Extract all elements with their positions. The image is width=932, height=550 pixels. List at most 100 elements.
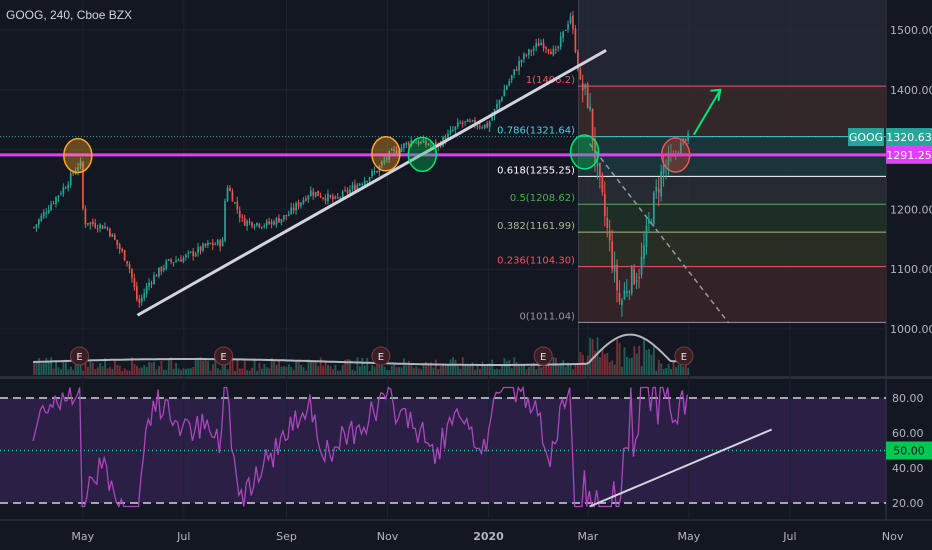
candle-body xyxy=(319,195,322,198)
green-highlight-circle[interactable] xyxy=(569,134,600,170)
volume-bar xyxy=(464,364,467,375)
candle-body xyxy=(630,266,633,294)
candle-body xyxy=(456,122,459,127)
orange-highlight-circle[interactable] xyxy=(371,136,401,172)
earnings-marker[interactable] xyxy=(674,346,694,366)
last-price-tag-label: 1320.63 xyxy=(886,131,932,144)
target-arrow-head xyxy=(710,88,722,101)
candle-body xyxy=(214,244,217,246)
volume-bar xyxy=(167,358,170,375)
pane-separator[interactable] xyxy=(0,376,932,379)
green-highlight-circle[interactable] xyxy=(407,136,438,173)
candle-body xyxy=(224,200,226,241)
rsi-value-tag-label: 50.00 xyxy=(893,445,925,458)
volume-bar xyxy=(251,367,254,375)
volume-bar xyxy=(679,363,682,375)
earnings-marker[interactable] xyxy=(69,346,89,366)
earnings-marker[interactable] xyxy=(533,346,553,366)
volume-bar xyxy=(273,361,276,375)
volume-bar xyxy=(319,357,322,375)
volume-bar xyxy=(287,364,290,375)
volume-bar xyxy=(366,357,369,375)
volume-bar xyxy=(540,367,543,375)
volume-bar xyxy=(606,352,609,375)
rsi-tick-label: 20.00 xyxy=(892,497,924,510)
candle-body xyxy=(420,141,422,144)
volume-bar xyxy=(322,365,325,375)
candle-body xyxy=(452,130,454,132)
orange-highlight-circle[interactable] xyxy=(63,137,93,174)
candle-body xyxy=(312,191,315,196)
volume-bar xyxy=(616,339,619,375)
volume-bar xyxy=(520,365,523,375)
volume-bar xyxy=(596,337,599,375)
volume-bar xyxy=(253,358,256,375)
volume-bar xyxy=(309,361,312,375)
candle-body xyxy=(501,97,503,101)
last-price-tag xyxy=(886,128,932,147)
volume-bar xyxy=(69,366,72,375)
volume-bar xyxy=(572,369,574,375)
candle-body xyxy=(126,261,128,264)
volume-bar xyxy=(461,357,464,375)
candle-body xyxy=(104,226,106,229)
volume-bar xyxy=(400,367,403,375)
volume-bar xyxy=(133,363,136,375)
candle-body xyxy=(170,259,173,262)
earnings-marker[interactable] xyxy=(214,346,234,366)
volume-bar xyxy=(94,369,97,375)
volume-bar xyxy=(35,362,38,375)
candle-body xyxy=(540,42,542,45)
candle-body xyxy=(679,142,682,154)
candle-body xyxy=(648,218,650,224)
volume-bar xyxy=(403,358,405,375)
rsi-tick-label: 80.00 xyxy=(892,392,924,405)
volume-bar xyxy=(226,369,229,375)
volume-bar xyxy=(202,360,205,375)
candle-body xyxy=(488,121,491,127)
volume-bar xyxy=(505,361,508,375)
ascending-trendline[interactable] xyxy=(136,49,607,317)
rsi-trendline[interactable] xyxy=(589,428,773,508)
volume-bar xyxy=(535,369,538,375)
candle-body xyxy=(356,184,359,191)
candle-body xyxy=(403,143,405,149)
candle-body xyxy=(464,121,467,123)
descending-dashed-line[interactable] xyxy=(588,143,730,324)
target-arrow[interactable] xyxy=(693,89,722,136)
rsi-line xyxy=(32,385,688,509)
candle-body xyxy=(577,52,579,69)
candle-body xyxy=(109,228,111,237)
volume-bar xyxy=(562,360,565,375)
volume-bar xyxy=(344,359,347,375)
candle-body xyxy=(123,250,126,261)
volume-bar xyxy=(106,368,109,375)
volume-bar xyxy=(652,344,655,375)
candle-body xyxy=(265,220,268,226)
red-highlight-circle[interactable] xyxy=(660,137,691,173)
candle-body xyxy=(415,142,418,144)
candle-body xyxy=(273,221,275,225)
volume-bar xyxy=(442,364,445,375)
volume-bar xyxy=(591,338,594,375)
earnings-marker[interactable] xyxy=(371,346,391,366)
candle-body xyxy=(660,171,663,197)
volume-bar xyxy=(434,359,437,375)
volume-bar xyxy=(439,366,442,375)
volume-bar xyxy=(508,360,511,375)
candle-body xyxy=(405,142,408,145)
volume-bar xyxy=(498,369,501,375)
volume-bar xyxy=(268,368,271,375)
candle-body xyxy=(667,152,670,166)
candle-body xyxy=(640,256,643,275)
candle-body xyxy=(216,240,219,245)
volume-bar xyxy=(633,346,636,375)
candle-body xyxy=(175,260,177,263)
rsi-band-background xyxy=(0,398,886,503)
candle-body xyxy=(523,53,525,60)
candle-body xyxy=(209,242,212,244)
candle-body xyxy=(407,143,410,146)
volume-bar xyxy=(236,359,239,375)
volume-bar xyxy=(564,366,567,375)
